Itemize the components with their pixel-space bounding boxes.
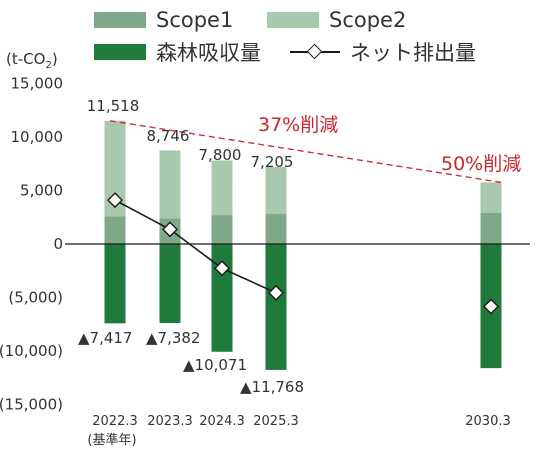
legend-label-forest: 森林吸収量 xyxy=(156,41,261,65)
y-tick-label: (10,000) xyxy=(0,342,63,360)
bar-forest xyxy=(265,244,287,370)
net-diamond-marker xyxy=(268,284,284,301)
chart-legend: Scope1 Scope2 森林吸収量 ネット排出量 xyxy=(0,0,546,65)
legend-swatch-forest xyxy=(94,44,146,60)
bar-scope2 xyxy=(211,160,233,216)
bar-scope1 xyxy=(211,215,233,244)
bar-scope2 xyxy=(159,150,181,219)
unit-suffix: ) xyxy=(51,50,58,68)
reduction-annotation: 37%削減 xyxy=(258,114,338,136)
legend-swatch-scope1 xyxy=(94,12,146,28)
bar-scope1 xyxy=(480,212,502,244)
total-value-label: 7,205 xyxy=(251,153,294,171)
x-tick-label: 2023.3 xyxy=(147,414,193,429)
legend-label-scope1: Scope1 xyxy=(156,8,234,32)
legend-item-scope1: Scope1 xyxy=(94,8,233,32)
forest-value-label: ▲7,382 xyxy=(146,329,200,347)
bar-scope2 xyxy=(265,166,287,215)
x-tick-label: 2030.3 xyxy=(465,414,511,429)
legend-item-forest: 森林吸収量 xyxy=(94,37,261,67)
bar-forest xyxy=(104,244,126,324)
bar-forest xyxy=(211,244,233,352)
bar-scope1 xyxy=(265,214,287,244)
forest-value-label: ▲7,417 xyxy=(78,329,132,347)
total-value-label: 8,746 xyxy=(147,127,190,145)
y-tick-label: 15,000 xyxy=(11,75,64,93)
legend-swatch-scope2 xyxy=(267,12,319,28)
net-diamond-marker xyxy=(483,298,499,315)
net-emission-line xyxy=(114,199,277,294)
y-tick-label: 5,000 xyxy=(20,182,63,200)
unit-prefix: (t-CO xyxy=(6,50,46,68)
reduction-annotation: 50%削減 xyxy=(441,153,521,175)
bar-scope2 xyxy=(104,120,126,217)
total-value-label: 7,800 xyxy=(199,146,242,164)
bar-scope2 xyxy=(480,182,502,213)
unit-subscript: 2 xyxy=(45,60,52,71)
legend-label-scope2: Scope2 xyxy=(329,8,407,32)
net-diamond-marker xyxy=(162,221,178,238)
y-tick-label: 10,000 xyxy=(11,128,64,146)
x-tick-sublabel: (基準年) xyxy=(87,432,136,448)
x-tick-label: 2022.3 xyxy=(92,414,138,429)
y-axis-unit: (t-CO2) xyxy=(6,50,58,71)
bar-forest xyxy=(159,244,181,323)
reduction-trend-line xyxy=(109,120,502,184)
legend-item-scope2: Scope2 xyxy=(267,8,406,32)
total-value-label: 11,518 xyxy=(87,97,140,115)
legend-item-net: ネット排出量 xyxy=(290,37,476,67)
legend-line-diamond-icon xyxy=(290,43,340,60)
x-tick-label: 2024.3 xyxy=(199,414,245,429)
y-tick-label: (5,000) xyxy=(8,289,63,307)
forest-value-label: ▲11,768 xyxy=(240,378,304,396)
net-diamond-marker xyxy=(107,192,123,209)
legend-label-net: ネット排出量 xyxy=(350,41,476,65)
x-tick-label: 2025.3 xyxy=(253,414,299,429)
net-diamond-marker xyxy=(214,260,230,277)
forest-value-label: ▲10,071 xyxy=(183,356,247,374)
y-tick-label: (15,000) xyxy=(0,396,63,414)
y-tick-label: 0 xyxy=(53,235,63,253)
bar-scope1 xyxy=(104,216,126,244)
